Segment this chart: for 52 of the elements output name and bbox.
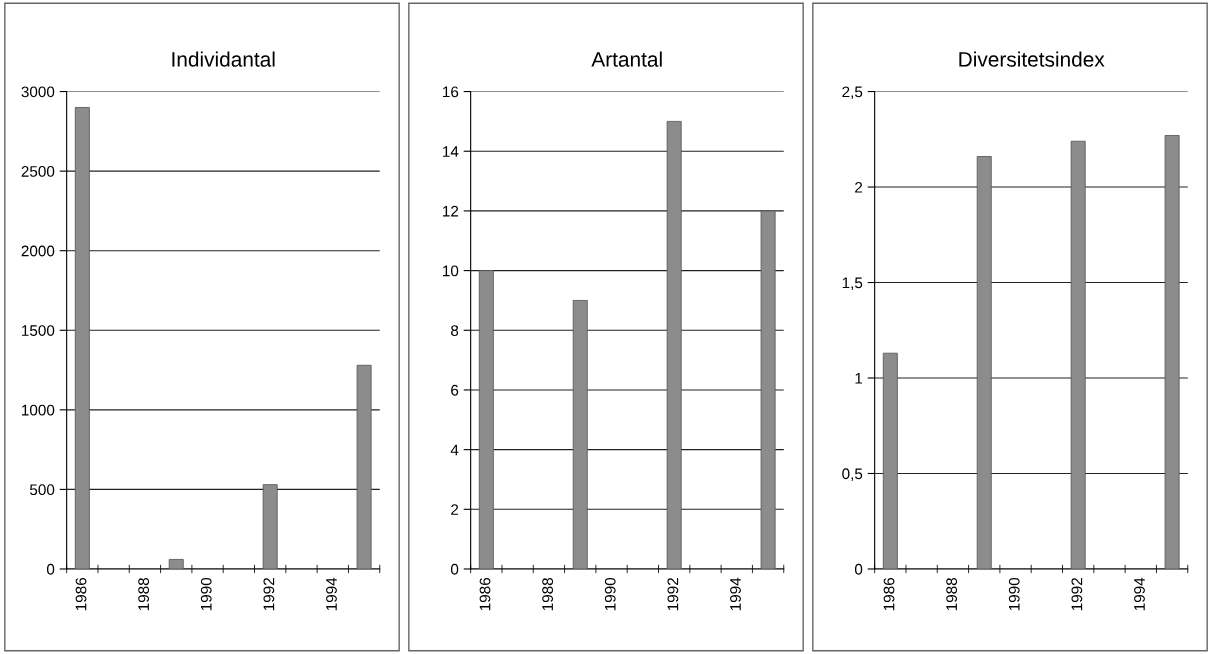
y-tick-label: 0,5 xyxy=(842,468,863,481)
chart-title: Diversitetsindex xyxy=(959,51,1105,67)
bar xyxy=(760,210,776,569)
x-tick-label: 1988 xyxy=(542,577,554,611)
x-tick-label: 1990 xyxy=(1008,577,1020,611)
x-tick-label: 1986 xyxy=(75,577,87,611)
y-tick-label: 3000 xyxy=(21,86,55,98)
y-tick-label: 1500 xyxy=(22,325,55,336)
y-tick-label: 4 xyxy=(450,444,459,456)
bar xyxy=(74,107,90,569)
x-tick-label: 1994 xyxy=(1134,577,1145,611)
y-tick-label: 0 xyxy=(854,563,863,575)
bar xyxy=(262,484,278,569)
x-tick-label: 1986 xyxy=(883,577,895,611)
x-tick-label: 1990 xyxy=(200,577,212,611)
y-tick-label: 10 xyxy=(443,265,459,277)
y-tick-label: 12 xyxy=(443,205,459,217)
y-tick-label: 2000 xyxy=(21,245,55,257)
y-tick-label: 1,5 xyxy=(842,277,863,291)
y-tick-label: 0 xyxy=(450,563,459,575)
bar xyxy=(168,559,184,569)
y-tick-label: 2 xyxy=(855,181,863,193)
y-tick-label: 2,5 xyxy=(842,86,863,100)
y-tick-label: 14 xyxy=(443,146,459,157)
x-tick-label: 1992 xyxy=(263,578,275,611)
x-tick-label: 1992 xyxy=(1071,578,1083,611)
bar xyxy=(572,300,588,569)
y-tick-label: 1 xyxy=(855,373,863,384)
bar xyxy=(882,352,898,569)
y-tick-label: 2500 xyxy=(21,166,55,177)
bar xyxy=(1070,140,1086,569)
chart-title: Individantal xyxy=(172,51,275,67)
y-tick-label: 8 xyxy=(451,325,459,336)
y-tick-label: 6 xyxy=(451,384,459,396)
y-tick-label: 500 xyxy=(29,484,55,496)
x-tick-label: 1988 xyxy=(946,577,958,611)
bar xyxy=(356,364,372,569)
x-tick-label: 1986 xyxy=(479,577,491,611)
bar xyxy=(478,270,494,569)
x-tick-label: 1990 xyxy=(604,577,616,611)
x-tick-label: 1988 xyxy=(138,577,150,611)
y-tick-label: 0 xyxy=(46,563,55,575)
x-tick-label: 1994 xyxy=(326,577,337,611)
y-tick-label: 2 xyxy=(451,504,459,515)
y-tick-label: 16 xyxy=(443,86,459,98)
bar xyxy=(666,120,682,569)
x-tick-label: 1994 xyxy=(730,577,741,611)
bar xyxy=(976,156,992,569)
chart-title: Artantal xyxy=(591,51,662,67)
bar xyxy=(1164,135,1180,569)
x-tick-label: 1992 xyxy=(667,578,679,611)
y-tick-label: 1000 xyxy=(22,404,55,416)
